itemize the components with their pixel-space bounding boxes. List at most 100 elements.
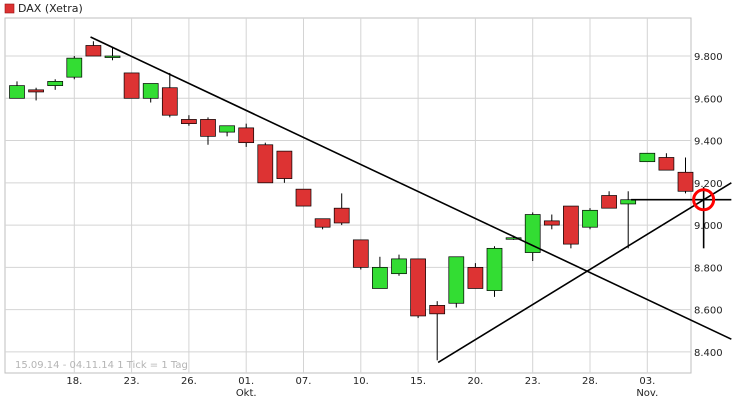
candle <box>620 191 637 249</box>
candle <box>658 153 675 171</box>
x-tick-label: 20. <box>467 376 483 387</box>
candle-body-down <box>658 157 675 171</box>
candle-body-down <box>161 87 178 116</box>
candle <box>486 246 503 297</box>
candle <box>333 193 350 226</box>
x-tick-label: 07. <box>296 376 312 387</box>
candle-body-down <box>563 205 579 245</box>
candle <box>257 142 274 184</box>
y-tick-label: 9.400 <box>694 137 723 148</box>
candle-body-down <box>85 45 102 57</box>
candle <box>219 125 235 137</box>
candle <box>314 218 331 230</box>
candle-body-down <box>601 195 617 209</box>
candle-body-up <box>620 199 637 205</box>
candle-body-down <box>410 258 426 317</box>
candle-body-down <box>181 119 197 125</box>
candle-body-up <box>372 266 388 289</box>
x-tick-label: 28. <box>582 376 598 387</box>
candle-body-down <box>276 150 293 179</box>
candle-body-up <box>448 256 465 304</box>
candle <box>66 56 83 80</box>
y-tick-label: 8.800 <box>694 263 723 274</box>
candle <box>372 256 388 289</box>
candle <box>429 301 446 361</box>
plot-frame <box>4 17 692 374</box>
candle-body-up <box>486 247 503 291</box>
candle <box>123 72 140 99</box>
y-tick-label: 9.600 <box>694 94 723 105</box>
x-axis-labels: 18. 23. 26. 01.Okt. 07. 10. 15. 20. 23. 28. 03.Nov… <box>66 376 658 399</box>
candle-body-down <box>467 266 484 289</box>
candle-body-up <box>142 83 159 99</box>
x-tick-sublabel: Nov. <box>636 388 658 399</box>
candle <box>601 191 617 209</box>
candle <box>543 214 560 230</box>
candle-body-up <box>47 81 64 86</box>
x-tick-label: 26. <box>181 376 197 387</box>
candle <box>238 123 255 147</box>
chart-title: DAX (Xetra) <box>18 2 83 15</box>
candle <box>181 115 197 126</box>
candle-body-up <box>219 125 235 133</box>
candle <box>142 83 159 103</box>
candle-body-up <box>66 57 83 78</box>
candle <box>410 258 426 319</box>
candle <box>47 79 64 90</box>
candle-body-up <box>391 258 407 275</box>
trendlines <box>90 36 732 364</box>
candle <box>200 117 216 145</box>
candle <box>391 254 407 276</box>
candle-body-down <box>28 89 44 93</box>
candle-body-down <box>677 171 694 192</box>
grid <box>5 18 691 373</box>
candle-body-down <box>295 188 312 207</box>
x-tick-label: 01. <box>238 376 254 387</box>
x-tick-sublabel: Okt. <box>236 388 257 399</box>
candles <box>9 41 694 361</box>
y-tick-label: 9.800 <box>694 52 723 63</box>
candle-body-down <box>352 239 369 268</box>
candle-body-down <box>543 220 560 226</box>
x-tick-label: 10. <box>353 376 369 387</box>
x-tick-label: 15. <box>410 376 426 387</box>
candle-body-up <box>9 85 25 99</box>
legend-swatch <box>4 3 15 14</box>
candle <box>9 81 25 99</box>
highlight-circle <box>692 188 716 212</box>
candle <box>276 150 293 183</box>
candle-body-up <box>505 237 522 240</box>
candle <box>582 208 598 230</box>
candle-body-up <box>639 152 656 163</box>
candle-body-down <box>238 127 255 144</box>
y-tick-label: 8.600 <box>694 306 723 317</box>
candle-body-down <box>314 218 331 228</box>
candle-body-up <box>524 214 541 253</box>
x-tick-label: 23. <box>124 376 140 387</box>
candle <box>85 41 102 57</box>
candle-body-up <box>104 55 121 58</box>
candle <box>104 47 121 61</box>
candle <box>352 239 369 270</box>
candle-body-down <box>257 144 274 184</box>
trendline <box>90 36 732 340</box>
candle <box>563 205 579 249</box>
candle-body-down <box>123 72 140 99</box>
candle <box>467 263 484 289</box>
candle-body-down <box>200 119 216 137</box>
y-axis-labels: 8.400 8.600 8.800 9.000 9.200 9.400 9.600 9.800 <box>694 52 723 359</box>
y-tick-label: 9.200 <box>694 179 723 190</box>
y-tick-label: 9.000 <box>694 221 723 232</box>
candle <box>639 152 656 163</box>
trendline <box>437 182 732 364</box>
candle-body-up <box>582 209 598 228</box>
candle-body-down <box>333 207 350 224</box>
x-tick-label: 03. <box>639 376 655 387</box>
candle <box>677 157 694 194</box>
x-tick-label: 18. <box>66 376 82 387</box>
candle <box>295 188 312 207</box>
candle-body-down <box>429 305 446 315</box>
candle <box>161 72 178 118</box>
